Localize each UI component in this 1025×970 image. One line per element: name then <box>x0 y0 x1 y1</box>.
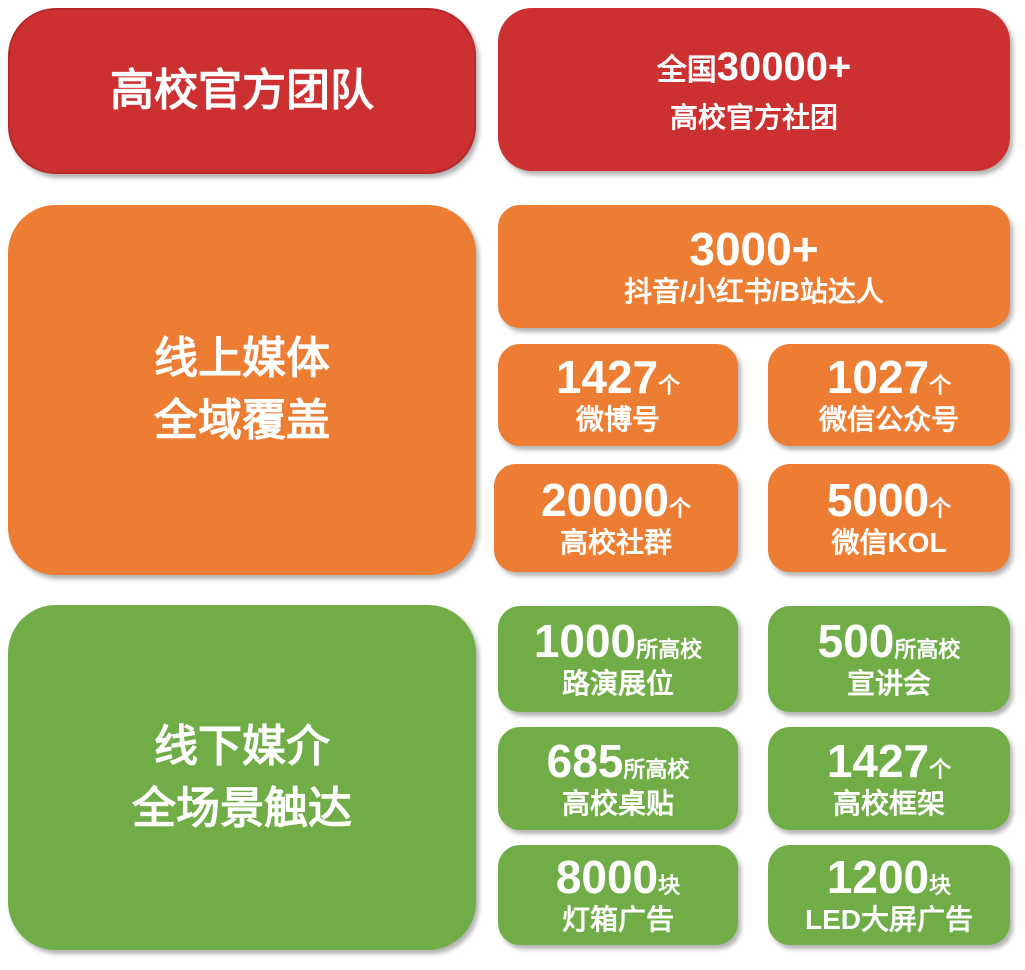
stat-number: 1427 <box>555 351 659 403</box>
team-stat-number-line: 全国30000+ <box>657 43 852 100</box>
stat-number: 500 <box>817 615 895 667</box>
stat-number: 1000 <box>533 615 637 667</box>
stat-number: 1427 <box>826 734 930 787</box>
online-stat-card: 5000个 微信KOL <box>768 464 1010 572</box>
stat-label: 微信KOL <box>831 527 947 558</box>
stat-unit: 块 <box>658 873 681 898</box>
stat-label: LED大屏广告 <box>804 904 973 935</box>
stat-number: 8000 <box>555 851 659 903</box>
online-title-line1: 线上媒体 <box>154 334 330 383</box>
stat-unit: 块 <box>929 873 952 898</box>
stat-number: 1200 <box>826 851 930 903</box>
stat-number: 1027 <box>826 351 930 403</box>
stat-number: 5000 <box>826 474 930 526</box>
online-title-line2: 全域覆盖 <box>154 396 330 445</box>
offline-title-line1: 线下媒介 <box>154 721 330 771</box>
offline-stat-card: 1427个 高校框架 <box>768 727 1010 830</box>
stat-unit: 个 <box>929 756 952 782</box>
stat-label: 高校社群 <box>559 527 672 558</box>
offline-title-block: 线下媒介 全场景触达 <box>8 605 476 950</box>
stat-label: 微博号 <box>575 404 660 435</box>
stat-label: 高校框架 <box>832 787 945 819</box>
stat-number: 685 <box>546 734 624 787</box>
stat-label: 路演展位 <box>561 668 674 699</box>
team-title-block: 高校官方团队 <box>8 8 476 174</box>
stat-unit: 所高校 <box>623 756 690 782</box>
team-stat-card: 全国30000+ 高校官方社团 <box>498 8 1010 171</box>
team-stat-number: 30000+ <box>716 45 852 89</box>
stat-label: 灯箱广告 <box>561 904 674 935</box>
stat-unit: 所高校 <box>636 637 703 662</box>
stat-label: 高校桌贴 <box>561 787 674 819</box>
offline-stat-card: 8000块 灯箱广告 <box>498 845 738 945</box>
stat-label: 微信公众号 <box>818 404 959 435</box>
offline-stat-card: 1200块 LED大屏广告 <box>768 845 1010 945</box>
online-headline-card: 3000+ 抖音/小红书/B站达人 <box>498 205 1010 328</box>
offline-stat-card: 1000所高校 路演展位 <box>498 606 738 712</box>
online-stat-card: 1027个 微信公众号 <box>768 344 1010 446</box>
offline-stat-card: 500所高校 宣讲会 <box>768 606 1010 712</box>
online-title-block: 线上媒体 全域覆盖 <box>8 205 476 575</box>
online-headline-label: 抖音/小红书/B站达人 <box>624 275 884 307</box>
stat-label: 宣讲会 <box>846 668 931 699</box>
stat-unit: 所高校 <box>894 637 961 662</box>
stat-unit: 个 <box>658 373 681 398</box>
stat-unit: 个 <box>668 496 691 521</box>
team-stat-prefix: 全国 <box>656 54 717 87</box>
offline-stat-card: 685所高校 高校桌贴 <box>498 727 738 830</box>
team-title: 高校官方团队 <box>110 66 374 115</box>
online-stat-card: 20000个 高校社群 <box>494 464 738 572</box>
online-stat-card: 1427个 微博号 <box>498 344 738 446</box>
stat-unit: 个 <box>929 373 952 398</box>
stat-number: 20000 <box>541 474 669 526</box>
offline-title-line2: 全场景触达 <box>132 783 352 833</box>
team-stat-label: 高校官方社团 <box>669 102 838 133</box>
stat-unit: 个 <box>929 496 952 521</box>
online-headline-number: 3000+ <box>689 222 819 275</box>
